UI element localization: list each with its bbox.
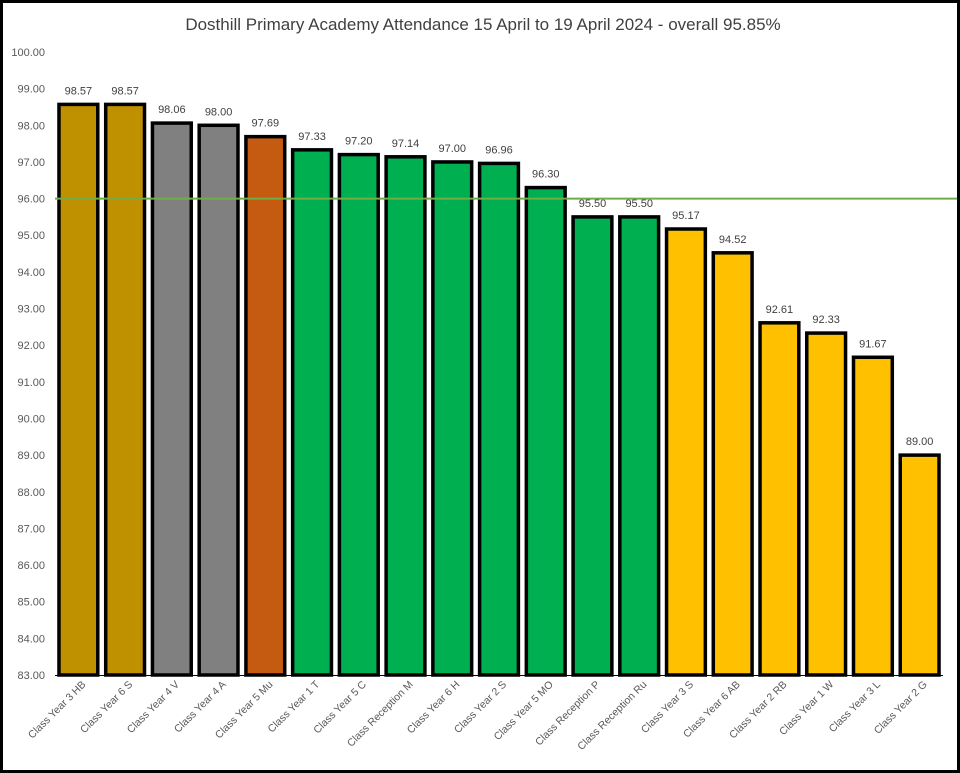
bar: [290, 148, 334, 677]
y-tick-label: 100.00: [11, 47, 45, 59]
chart-title: Dosthill Primary Academy Attendance 15 A…: [185, 15, 781, 34]
bar: [898, 453, 941, 677]
y-tick-label: 95.00: [17, 230, 45, 242]
y-tick-label: 92.00: [17, 340, 45, 352]
data-label: 94.52: [719, 234, 747, 246]
y-tick-label: 97.00: [17, 157, 45, 169]
data-label: 97.20: [345, 136, 373, 148]
data-label: 98.06: [158, 104, 186, 116]
bar: [618, 215, 661, 677]
y-tick-label: 86.00: [17, 560, 45, 572]
data-label: 89.00: [906, 436, 934, 448]
y-tick-label: 96.00: [17, 194, 45, 206]
data-label: 92.33: [812, 314, 840, 326]
bar: [758, 321, 801, 677]
y-tick-label: 99.00: [17, 84, 45, 96]
bar: [103, 102, 147, 677]
data-label: 98.00: [205, 106, 233, 118]
bar: [571, 215, 614, 677]
bar: [150, 121, 193, 677]
data-label: 91.67: [859, 338, 887, 350]
bar-chart: 83.00 84.00 85.00 86.00 87.00 88.00 89.00 90.00…: [11, 47, 957, 753]
y-tick-label: 91.00: [17, 377, 45, 389]
y-tick-label: 90.00: [17, 413, 45, 425]
y-tick-label: 89.00: [17, 450, 45, 462]
bar: [431, 160, 474, 677]
data-label: 96.96: [485, 144, 513, 156]
bar: [664, 227, 708, 677]
data-label: 97.69: [252, 118, 280, 130]
y-tick-label: 88.00: [17, 487, 45, 499]
category-label: Class Year 3 HB: [26, 679, 89, 742]
bar: [384, 155, 427, 677]
data-label: 96.30: [532, 169, 560, 181]
bar: [57, 102, 100, 677]
y-tick-label: 84.00: [17, 633, 45, 645]
y-tick-label: 83.00: [17, 670, 45, 682]
bar: [337, 152, 380, 677]
y-tick-label: 85.00: [17, 597, 45, 609]
data-label: 97.33: [298, 131, 326, 143]
data-label: 98.57: [111, 85, 139, 97]
data-label: 97.00: [438, 143, 466, 155]
bar: [805, 331, 848, 677]
data-label: 92.61: [766, 304, 794, 316]
data-label: 98.57: [65, 85, 93, 97]
bar: [244, 134, 287, 677]
bar: [197, 123, 240, 677]
bar: [524, 185, 567, 677]
bar: [851, 355, 895, 677]
y-tick-label: 94.00: [17, 267, 45, 279]
data-label: 95.17: [672, 210, 700, 222]
y-tick-label: 98.00: [17, 120, 45, 132]
bar: [477, 161, 521, 677]
data-label: 95.50: [579, 198, 607, 210]
y-tick-label: 93.00: [17, 304, 45, 316]
y-tick-label: 87.00: [17, 523, 45, 535]
data-label: 95.50: [625, 198, 653, 210]
bar: [711, 251, 754, 677]
data-label: 97.14: [392, 138, 420, 150]
